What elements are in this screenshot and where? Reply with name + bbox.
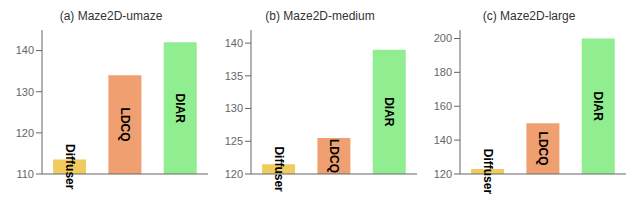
svg-text:135: 135	[225, 70, 243, 82]
svg-text:Diffuser: Diffuser	[481, 149, 495, 195]
svg-text:LDCQ: LDCQ	[536, 132, 550, 166]
svg-text:120: 120	[434, 168, 452, 180]
svg-text:130: 130	[16, 86, 34, 98]
svg-text:140: 140	[16, 44, 34, 56]
html-text:(a) Maze2D-umaze: (a) Maze2D-umaze	[59, 9, 163, 23]
svg-text:125: 125	[225, 135, 243, 147]
svg-text:120: 120	[16, 127, 34, 139]
svg-text:140: 140	[434, 134, 452, 146]
svg-text:140: 140	[225, 37, 243, 49]
html-text:(b) Maze2D-medium: (b) Maze2D-medium	[265, 9, 375, 23]
svg-text:180: 180	[434, 66, 452, 78]
svg-text:LDCQ: LDCQ	[327, 139, 341, 173]
svg-text:DIAR: DIAR	[591, 92, 605, 122]
svg-text:Diffuser: Diffuser	[272, 146, 286, 192]
svg-text:Diffuser: Diffuser	[63, 144, 77, 190]
svg-text:LDCQ: LDCQ	[118, 108, 132, 142]
svg-text:130: 130	[225, 102, 243, 114]
svg-text:110: 110	[16, 168, 34, 180]
svg-text:160: 160	[434, 100, 452, 112]
svg-text:DIAR: DIAR	[382, 97, 396, 127]
svg-text:200: 200	[434, 32, 452, 44]
svg-text:DIAR: DIAR	[173, 93, 187, 123]
html-text:(c) Maze2D-large: (c) Maze2D-large	[482, 9, 576, 23]
svg-text:120: 120	[225, 168, 243, 180]
